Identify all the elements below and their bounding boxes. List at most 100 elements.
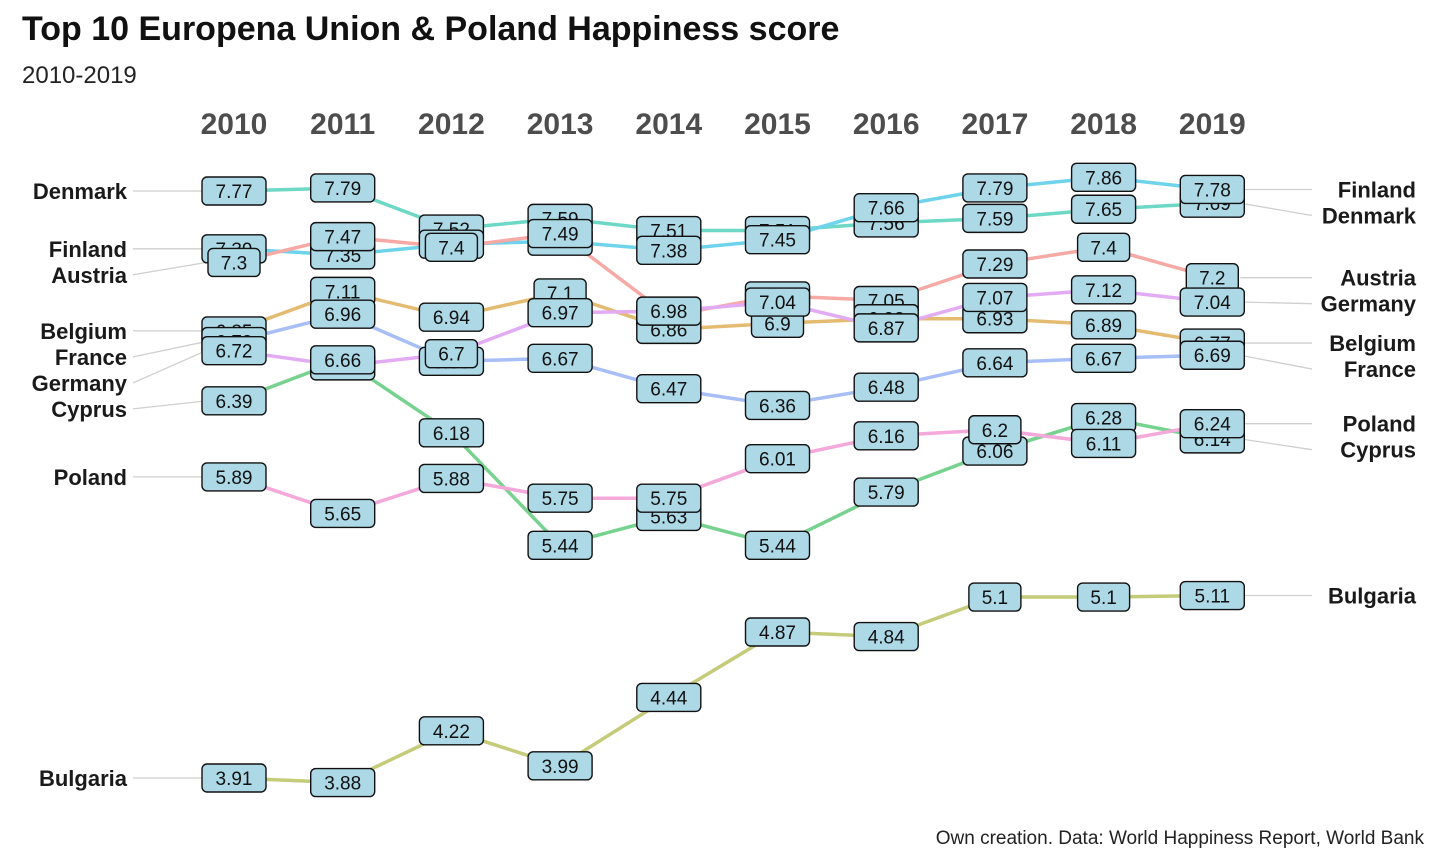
value-box-france-2015	[744, 390, 811, 421]
series-line-bulgaria	[232, 593, 1215, 785]
value-label-bulgaria-2018: 5.1	[1090, 588, 1116, 609]
value-box-germany-2018	[1070, 275, 1137, 305]
left-connector-cyprus	[132, 400, 207, 410]
value-box-germany-2015	[744, 287, 811, 317]
value-box-germany-2017	[962, 282, 1028, 313]
value-label-germany-2013: 6.97	[542, 304, 579, 325]
right-label-cyprus: Cyprus	[1340, 438, 1416, 463]
value-label-poland-2010: 5.89	[216, 468, 253, 489]
value-box-denmark-2018	[1070, 194, 1137, 224]
value-box-france-2018	[1070, 343, 1137, 373]
left-label-finland: Finland	[49, 237, 127, 262]
series-line-germany	[232, 288, 1215, 368]
value-box-bulgaria-2016	[853, 621, 919, 652]
value-label-denmark-2018: 7.65	[1085, 200, 1122, 221]
year-header-2015: 2015	[744, 108, 811, 141]
right-label-denmark: Denmark	[1322, 203, 1417, 228]
value-box-austria-2011	[310, 221, 376, 252]
value-box-cyprus-2015	[744, 530, 811, 561]
value-label-france-2017: 6.64	[976, 354, 1013, 375]
year-header-2019: 2019	[1179, 108, 1246, 141]
value-label-bulgaria-2010: 3.91	[216, 769, 253, 790]
value-box-poland-2012	[418, 463, 485, 494]
value-label-cyprus-2013: 5.44	[542, 536, 579, 557]
left-label-denmark: Denmark	[33, 179, 128, 204]
right-connector-denmark	[1240, 202, 1313, 217]
right-label-poland: Poland	[1343, 412, 1416, 437]
left-label-austria: Austria	[51, 263, 128, 288]
value-label-cyprus-2012: 6.18	[433, 424, 470, 445]
value-box-poland-2016	[853, 421, 919, 451]
value-label-poland-2018: 6.11	[1086, 434, 1122, 455]
series-line-poland	[232, 421, 1215, 516]
value-box-germany-2012	[424, 339, 479, 369]
year-header-2012: 2012	[418, 108, 485, 141]
value-label-poland-2016: 6.16	[868, 427, 905, 448]
left-label-germany: Germany	[32, 371, 128, 396]
left-label-poland: Poland	[54, 465, 127, 490]
value-box-germany-2013	[527, 297, 593, 328]
series-line-finland	[232, 175, 1215, 257]
value-box-bulgaria-2018	[1076, 582, 1131, 612]
value-label-germany-2010: 6.72	[216, 342, 253, 363]
value-box-finland-2014	[636, 235, 702, 266]
value-label-cyprus-2018: 6.28	[1085, 409, 1122, 430]
value-label-poland-2014: 5.75	[650, 489, 687, 510]
value-box-cyprus-2011	[310, 345, 376, 375]
value-label-belgium-2018: 6.89	[1085, 316, 1122, 337]
value-label-bulgaria-2012: 4.22	[433, 722, 470, 743]
value-label-finland-2014: 7.38	[650, 241, 687, 262]
value-label-austria-2019: 7.2	[1199, 269, 1225, 290]
value-label-denmark-2017: 7.59	[976, 209, 1013, 230]
value-box-austria-2018	[1076, 232, 1131, 262]
year-header-2011: 2011	[310, 108, 375, 141]
right-label-austria: Austria	[1340, 266, 1417, 291]
right-label-finland: Finland	[1338, 177, 1416, 202]
value-box-france-2013	[527, 343, 593, 373]
value-label-bulgaria-2019: 5.11	[1195, 587, 1231, 608]
value-label-poland-2013: 5.75	[542, 489, 579, 510]
right-connector-cyprus	[1240, 438, 1313, 451]
left-label-cyprus: Cyprus	[51, 397, 127, 422]
value-box-belgium-2018	[1070, 310, 1137, 340]
year-header-2018: 2018	[1070, 108, 1137, 141]
value-label-denmark-2010: 7.77	[216, 182, 253, 203]
chart-title: Top 10 Europena Union & Poland Happiness…	[22, 10, 840, 48]
chart-subtitle: 2010-2019	[22, 62, 137, 89]
value-box-poland-2017	[968, 415, 1022, 445]
chart-caption: Own creation. Data: World Happiness Repo…	[935, 828, 1424, 849]
right-label-germany: Germany	[1321, 292, 1417, 317]
value-box-france-2011	[310, 299, 376, 329]
value-label-cyprus-2010: 6.39	[216, 392, 253, 413]
value-box-finland-2016	[853, 193, 919, 223]
value-label-france-2014: 6.47	[650, 380, 687, 401]
value-box-bulgaria-2012	[418, 716, 485, 746]
value-label-poland-2017: 6.2	[982, 421, 1008, 442]
value-box-denmark-2017	[962, 203, 1028, 234]
value-label-bulgaria-2014: 4.44	[650, 688, 687, 709]
series-line-cyprus	[232, 358, 1215, 548]
value-box-france-2014	[636, 373, 702, 404]
value-box-poland-2018	[1070, 428, 1137, 459]
value-label-germany-2015: 7.04	[759, 293, 796, 314]
value-box-finland-2019	[1179, 174, 1246, 205]
year-header-2013: 2013	[527, 108, 594, 141]
value-box-bulgaria-2013	[527, 751, 593, 781]
left-label-belgium: Belgium	[40, 319, 127, 344]
value-box-france-2016	[853, 372, 919, 402]
value-box-finland-2018	[1070, 162, 1137, 193]
series-line-denmark	[232, 186, 1215, 233]
value-box-poland-2015	[744, 443, 811, 474]
value-box-germany-2014	[636, 296, 702, 326]
left-label-france: France	[55, 345, 127, 370]
value-label-belgium-2012: 6.94	[433, 308, 470, 329]
value-label-cyprus-2011: 6.66	[324, 351, 361, 372]
left-connector-austria	[132, 261, 207, 276]
series-line-belgium	[232, 289, 1215, 345]
value-box-austria-2010	[207, 247, 261, 278]
value-box-france-2017	[962, 348, 1028, 378]
value-label-finland-2016: 7.66	[868, 199, 905, 220]
right-label-bulgaria: Bulgaria	[1328, 584, 1417, 609]
right-connector-france	[1240, 354, 1313, 370]
